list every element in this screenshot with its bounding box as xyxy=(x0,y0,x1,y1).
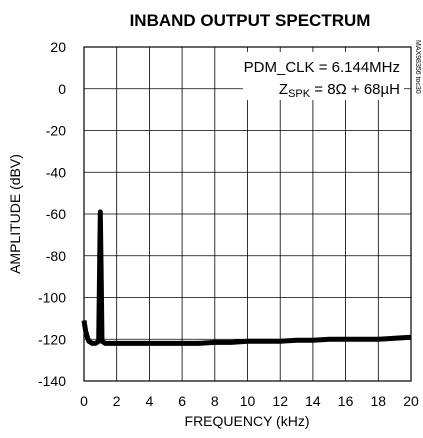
series-group xyxy=(81,209,412,346)
chart-title: INBAND OUTPUT SPECTRUM xyxy=(130,11,371,30)
y-tick-label: 0 xyxy=(58,81,66,97)
y-tick-label: -140 xyxy=(38,373,66,389)
annotation-box xyxy=(243,52,404,100)
annotation-z-subscript: SPK xyxy=(288,88,311,100)
x-tick-label: 18 xyxy=(371,393,387,409)
plot-frame xyxy=(83,46,412,382)
y-tick-label: -20 xyxy=(46,123,66,139)
annotation-z: Z xyxy=(279,81,288,98)
x-tick-label: 8 xyxy=(211,393,219,409)
x-tick-label: 4 xyxy=(146,393,154,409)
x-tick-labels: 0 2 4 6 8 10 12 14 16 18 20 xyxy=(80,393,419,409)
annotation-line-1: PDM_CLK = 6.144MHz xyxy=(244,59,400,76)
x-tick-label: 6 xyxy=(178,393,186,409)
y-tick-label: 20 xyxy=(50,39,66,55)
y-tick-label: -100 xyxy=(38,290,66,306)
x-tick-label: 16 xyxy=(338,393,354,409)
y-tick-label: -40 xyxy=(46,164,66,180)
y-tick-label: -80 xyxy=(46,248,66,264)
x-tick-label: 12 xyxy=(272,393,288,409)
x-tick-label: 10 xyxy=(240,393,256,409)
x-axis-label: FREQUENCY (kHz) xyxy=(185,413,310,429)
x-tick-label: 14 xyxy=(305,393,321,409)
y-tick-labels: 20 0 -20 -40 -60 -80 -100 -120 -140 xyxy=(38,39,66,389)
x-tick-label: 20 xyxy=(403,393,419,409)
spectrum-series-line xyxy=(81,209,412,346)
x-tick-label: 2 xyxy=(113,393,121,409)
grid xyxy=(84,47,411,381)
y-tick-label: -120 xyxy=(38,331,66,347)
side-id-label: MAX98356 toc30 xyxy=(414,40,421,94)
annotation-value: = 8Ω + 68µH xyxy=(310,81,400,98)
annotation-line-2: ZSPK = 8Ω + 68µH xyxy=(279,81,400,100)
y-axis-label: AMPLITUDE (dBV) xyxy=(7,154,23,274)
x-tick-label: 0 xyxy=(80,393,88,409)
y-tick-label: -60 xyxy=(46,206,66,222)
